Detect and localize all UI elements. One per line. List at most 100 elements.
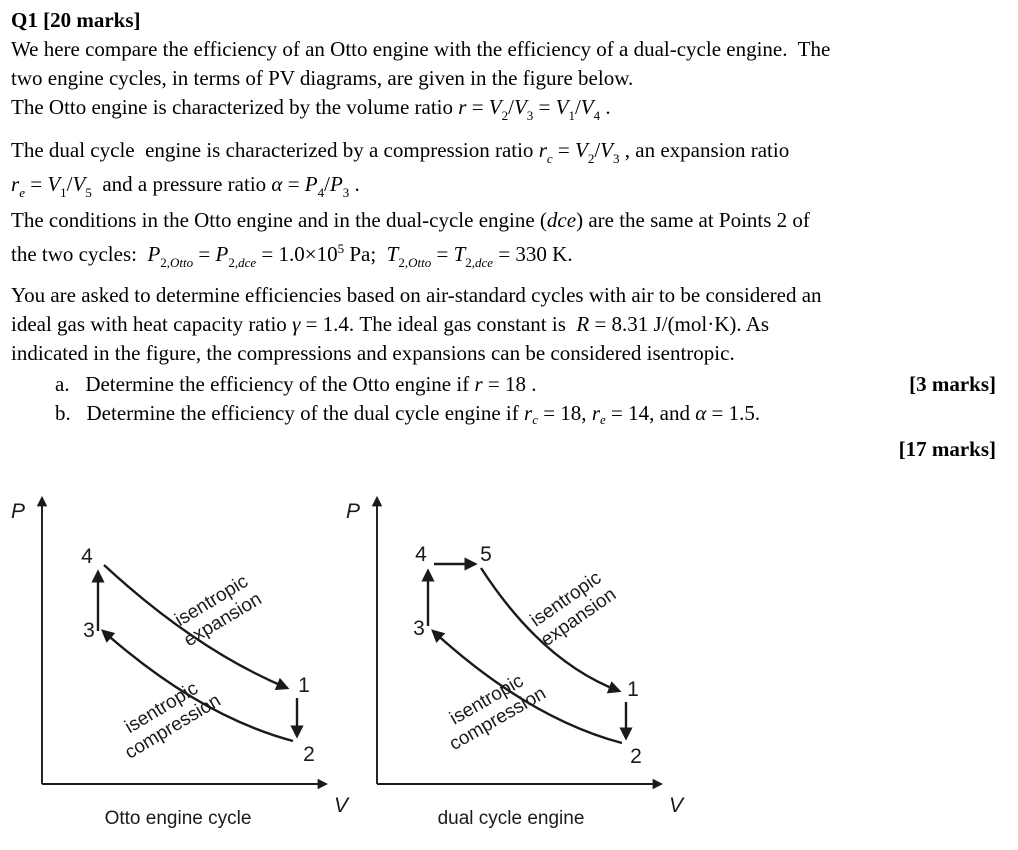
text-segment: 4 bbox=[593, 108, 601, 123]
text-segment: Pa; bbox=[344, 242, 387, 266]
text-segment: 2, bbox=[465, 255, 476, 270]
text-segment: The dual cycle engine is characterized b… bbox=[11, 138, 539, 162]
text-segment: dce bbox=[546, 208, 577, 232]
text-segment: two engine cycles, in terms of PV diagra… bbox=[11, 66, 634, 90]
text-segment: = bbox=[552, 138, 575, 162]
point-4-label: 4 bbox=[81, 545, 93, 568]
point-1-label: 1 bbox=[627, 678, 639, 701]
text-segment: 2, bbox=[228, 255, 239, 270]
text-segment: V bbox=[47, 172, 61, 196]
text-segment: . bbox=[349, 172, 360, 196]
text-segment: . bbox=[600, 95, 611, 119]
text-line: ideal gas with heat capacity ratio γ = 1… bbox=[11, 310, 996, 339]
text-segment: / bbox=[324, 172, 330, 196]
text-segment: = 14, and bbox=[605, 401, 696, 425]
text-segment: 1 bbox=[60, 185, 67, 200]
text-segment: T bbox=[453, 242, 466, 266]
text-segment: , an expansion ratio bbox=[619, 138, 790, 162]
text-segment: / bbox=[508, 95, 514, 119]
text-segment: γ bbox=[292, 312, 301, 336]
isentropic-expansion-curve bbox=[479, 567, 622, 694]
text-segment: V bbox=[555, 95, 569, 119]
text-segment: Otto bbox=[170, 255, 194, 270]
text-segment: 4 bbox=[317, 185, 325, 200]
marks-badge: [3 marks] bbox=[909, 372, 996, 396]
text-segment: = bbox=[282, 172, 305, 196]
otto-cycle-figure: P V 4 3 1 2 isentropic expansion isentro… bbox=[0, 480, 350, 850]
text-segment: / bbox=[594, 138, 601, 162]
text-segment: Q1 [20 marks] bbox=[11, 8, 141, 32]
text-segment: r bbox=[474, 372, 483, 396]
text-segment: = bbox=[193, 242, 216, 266]
question-text: Q1 [20 marks] We here compare the efficie… bbox=[11, 6, 996, 464]
text-segment: r bbox=[591, 401, 600, 425]
text-segment: e bbox=[19, 185, 25, 200]
text-segment: the two cycles: bbox=[11, 242, 148, 266]
text-segment: [17 marks] bbox=[898, 437, 996, 461]
text-segment: T bbox=[386, 242, 399, 266]
figure-caption: Otto engine cycle bbox=[105, 808, 252, 829]
text-segment: V bbox=[575, 138, 588, 162]
text-segment: 5 bbox=[85, 185, 92, 200]
text-segment: 3 bbox=[526, 108, 534, 123]
text-segment: We here compare the efficiency of an Ott… bbox=[11, 37, 831, 61]
isentropic-expansion-label: isentropic expansion bbox=[171, 571, 265, 651]
point-5-label: 5 bbox=[480, 543, 492, 566]
text-segment: = 18 . bbox=[482, 372, 537, 396]
text-segment: V bbox=[513, 95, 527, 119]
isentropic-expansion-curve bbox=[103, 564, 290, 691]
figure-caption: dual cycle engine bbox=[438, 808, 585, 829]
isentropic-compression-label: isentropic compression bbox=[121, 678, 224, 764]
text-segment: = bbox=[24, 172, 48, 196]
text-line: Q1 [20 marks] bbox=[11, 6, 996, 35]
text-line: two engine cycles, in terms of PV diagra… bbox=[11, 64, 996, 93]
pressure-axis-label: P bbox=[11, 500, 25, 523]
text-segment: α bbox=[695, 401, 707, 425]
text-segment: / bbox=[66, 172, 73, 196]
text-segment: 3 bbox=[342, 185, 350, 200]
volume-axis-label: V bbox=[334, 794, 350, 817]
text-segment: c bbox=[532, 412, 538, 427]
text-segment: P bbox=[304, 172, 318, 196]
point-3-label: 3 bbox=[413, 617, 425, 640]
point-4-label: 4 bbox=[415, 543, 427, 566]
text-segment: ideal gas with heat capacity ratio bbox=[11, 312, 293, 336]
point-2-label: 2 bbox=[303, 743, 315, 766]
text-line: You are asked to determine efficiencies … bbox=[11, 281, 996, 310]
text-segment: You are asked to determine efficiencies … bbox=[11, 283, 822, 307]
text-line: a. Determine the efficiency of the Otto … bbox=[11, 370, 996, 399]
text-line: re = V1/V5 and a pressure ratio α = P4/P… bbox=[11, 170, 996, 200]
text-segment: = 1.4. The ideal gas constant is bbox=[300, 312, 577, 336]
text-line: indicated in the figure, the compression… bbox=[11, 339, 996, 368]
text-segment: r bbox=[458, 95, 467, 119]
text-segment: V bbox=[488, 95, 502, 119]
text-line: The conditions in the Otto engine and in… bbox=[11, 206, 996, 235]
text-segment: e bbox=[600, 412, 606, 427]
text-segment: 2, bbox=[160, 255, 171, 270]
text-segment: α bbox=[271, 172, 283, 196]
text-segment: ) are the same at Points 2 of bbox=[576, 208, 810, 232]
text-segment: P bbox=[147, 242, 161, 266]
text-segment: = 1.5. bbox=[706, 401, 761, 425]
text-segment: indicated in the figure, the compression… bbox=[11, 341, 735, 365]
otto-pv-diagram: P V 4 3 1 2 isentropic expansion isentro… bbox=[11, 495, 350, 829]
text-line: the two cycles: P2,Otto = P2,dce = 1.0×1… bbox=[11, 240, 996, 270]
text-segment: = bbox=[533, 95, 556, 119]
isentropic-compression-curve bbox=[431, 629, 623, 745]
text-segment: V bbox=[580, 95, 594, 119]
text-segment: dce bbox=[238, 255, 257, 270]
dual-pv-diagram: P V 4 5 3 1 2 isentropic expansion isent… bbox=[346, 495, 685, 829]
text-segment: R bbox=[576, 312, 590, 336]
text-segment: V bbox=[600, 138, 613, 162]
text-segment: 3 bbox=[613, 151, 620, 166]
text-segment: 1 bbox=[568, 108, 575, 123]
text-line: [17 marks] bbox=[11, 435, 996, 464]
text-segment: 2 bbox=[501, 108, 509, 123]
text-segment: Otto bbox=[408, 255, 432, 270]
text-segment: r bbox=[524, 401, 533, 425]
text-segment: = 1.0×10 bbox=[256, 242, 338, 266]
text-segment: c bbox=[546, 151, 553, 166]
text-line: The Otto engine is characterized by the … bbox=[11, 93, 996, 123]
text-segment: and a pressure ratio bbox=[91, 172, 272, 196]
